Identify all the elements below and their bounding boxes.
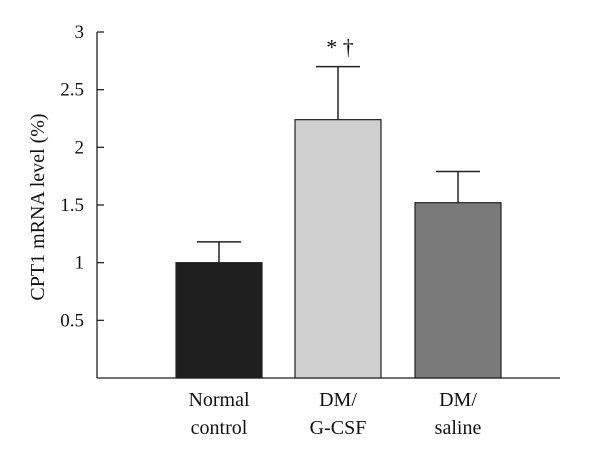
y-tick-label: 0.5: [60, 310, 84, 331]
y-tick-label: 1.5: [60, 195, 84, 216]
y-tick-label: 1: [75, 253, 85, 274]
bar: [294, 119, 382, 379]
error-bars: [197, 65, 480, 263]
y-tick-label: 2.5: [60, 80, 84, 101]
y-axis-title: CPT1 mRNA level (%): [27, 113, 49, 300]
x-tick-label: saline: [435, 417, 482, 439]
x-tick-label: DM/: [319, 389, 357, 411]
significance-marker: * †: [326, 35, 354, 60]
x-tick-label: Normal: [188, 389, 250, 411]
y-axis-ticks: 0.5 1 1.5 2 2.5 3: [60, 22, 104, 331]
x-tick-label: control: [191, 417, 248, 439]
x-axis-labels: Normal control DM/G-CSF DM/saline: [188, 389, 481, 439]
x-tick-label: G-CSF: [310, 417, 367, 439]
y-tick-label: 2: [75, 137, 85, 158]
y-tick-label: 3: [75, 22, 85, 43]
bar: [414, 202, 502, 379]
annotations: * †: [326, 35, 354, 60]
bars: [175, 119, 502, 379]
bar: [175, 262, 263, 379]
x-tick-label: DM/: [439, 389, 477, 411]
